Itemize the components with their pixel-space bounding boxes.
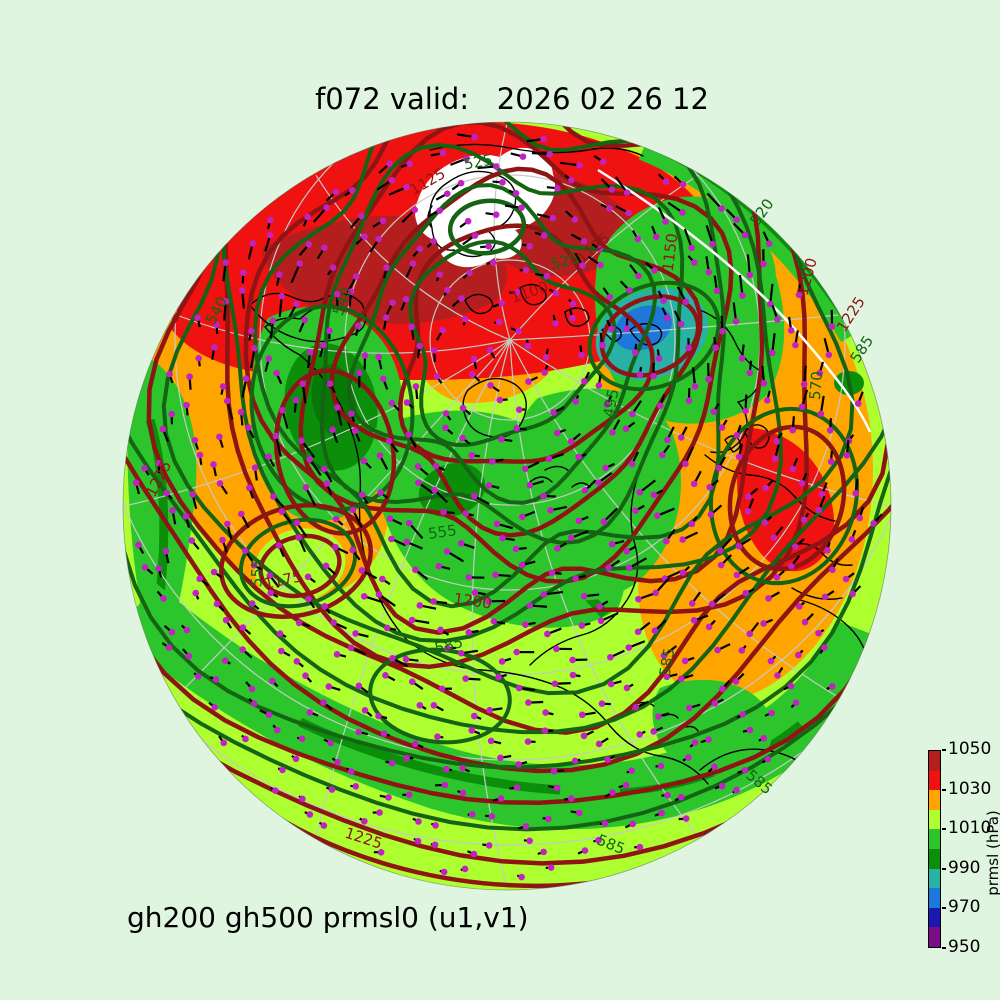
colorbar-segment xyxy=(929,751,940,771)
colorbar-tick-label: 1030 xyxy=(948,778,992,799)
colorbar-tick xyxy=(942,828,946,831)
colorbar-segment xyxy=(929,868,940,889)
colorbar-segment xyxy=(929,829,940,849)
figure-title: f072 valid: 2026 02 26 12 xyxy=(315,82,709,116)
colorbar-segment xyxy=(929,907,940,928)
contour-label-gh500: 525 xyxy=(462,151,493,174)
colorbar-tick-label: 970 xyxy=(948,897,981,918)
contour-label-gh500: 555 xyxy=(247,558,266,588)
prmsl-colorbar xyxy=(928,750,941,948)
prmsl-shading xyxy=(123,122,891,890)
globe-outline xyxy=(122,121,892,891)
edge-highlight-line xyxy=(597,168,872,433)
colorbar-segment xyxy=(929,927,940,947)
colorbar-tick xyxy=(942,788,946,791)
colorbar-axis-label: prmsl (hPa) xyxy=(984,810,1000,896)
colorbar-segment xyxy=(929,790,940,810)
colorbar-tick xyxy=(942,867,946,870)
contour-label-gh500: 495 xyxy=(600,387,623,418)
colorbar-tick-label: 1050 xyxy=(948,739,992,759)
colorbar-segment xyxy=(929,809,940,830)
colorbar-segment xyxy=(929,848,940,869)
colorbar-tick xyxy=(942,749,946,751)
contour-label-gh500: 585 xyxy=(656,646,679,677)
wind-vector-field xyxy=(132,133,883,881)
colorbar-tick-label: 1010 xyxy=(948,818,992,839)
colorbar-tick xyxy=(942,947,946,949)
figure-footer-label: gh200 gh500 prmsl0 (u1,v1) xyxy=(127,901,529,934)
colorbar-tick-label: 990 xyxy=(948,857,981,878)
colorbar-tick-label: 950 xyxy=(948,937,981,957)
colorbar-tick xyxy=(942,907,946,910)
contour-label-gh500: 570 xyxy=(806,371,826,401)
contour-label-gh500: 555 xyxy=(427,521,458,543)
colorbar-segment xyxy=(929,770,940,791)
colorbar-segment xyxy=(929,888,940,908)
contour-label-gh200: 1200 xyxy=(453,589,493,612)
contour-label-gh200: 1150 xyxy=(659,232,682,272)
